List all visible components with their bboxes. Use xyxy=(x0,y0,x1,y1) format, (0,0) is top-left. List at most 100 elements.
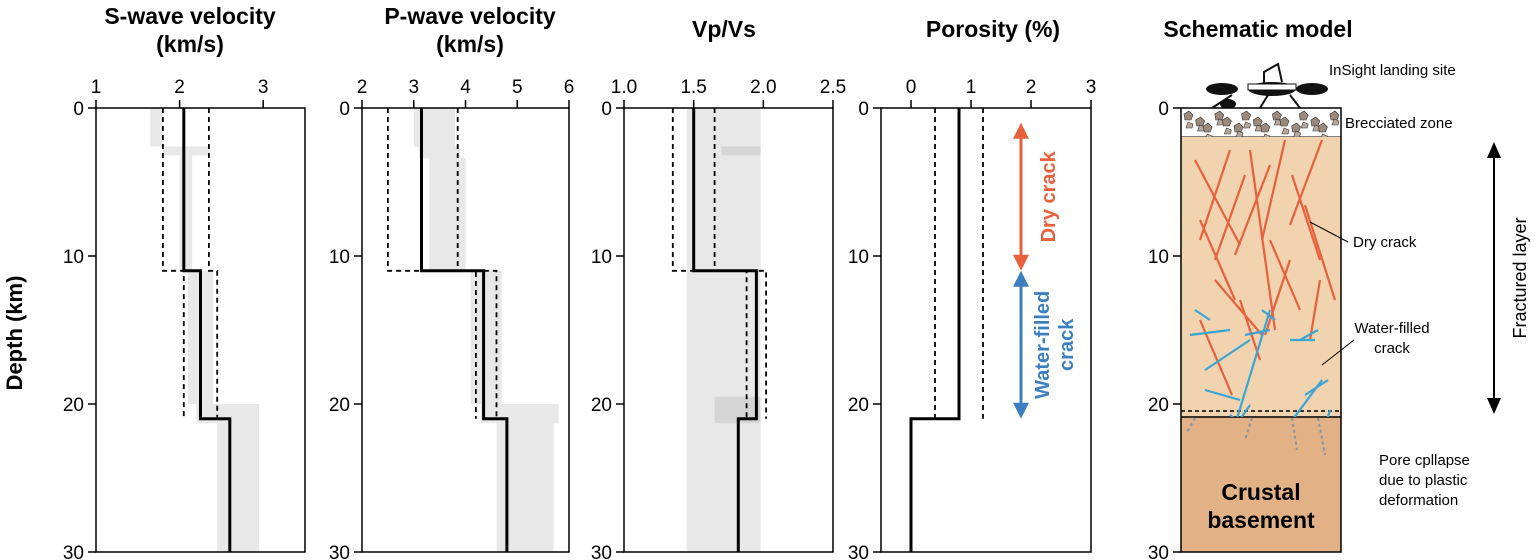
breccia-pebble xyxy=(1241,110,1251,121)
insight-lander-icon xyxy=(1206,62,1328,109)
y-tick-label: 10 xyxy=(591,247,612,268)
x-tick-label: 1.5 xyxy=(680,77,706,98)
water-crack-line xyxy=(1299,329,1319,341)
dry-crack-line xyxy=(1194,159,1241,246)
x-tick-label: 4 xyxy=(460,77,471,98)
y-tick-label: 0 xyxy=(601,99,612,120)
water-crack-label-2: crack xyxy=(1374,340,1410,357)
bound-line-upper-bound xyxy=(207,108,219,419)
schematic-title: Schematic model xyxy=(1163,16,1352,42)
y-tick-label: 0 xyxy=(339,99,350,120)
y-tick-label: 10 xyxy=(63,247,84,268)
x-tick-label: 3 xyxy=(408,77,419,98)
dry-crack-line xyxy=(1214,279,1263,336)
pore-collapse-line xyxy=(1186,417,1196,433)
best-model-line xyxy=(692,108,758,552)
breccia-pebble xyxy=(1185,121,1194,129)
bound-line-upper-bound xyxy=(713,108,767,419)
water-crack-line xyxy=(1204,339,1251,371)
annotation-text-2: crack xyxy=(1056,318,1078,371)
x-tick-label: 1.0 xyxy=(611,77,637,98)
y-tick-label: 30 xyxy=(329,543,350,560)
ensemble-band xyxy=(496,423,554,552)
landing-site-label: InSight landing site xyxy=(1329,62,1456,79)
breccia-pebble xyxy=(1300,121,1309,129)
y-tick-label: 20 xyxy=(329,395,350,416)
crustal-basement-label-2: basement xyxy=(1207,507,1315,533)
breccia-pebble xyxy=(1254,124,1263,132)
y-tick-label: 10 xyxy=(329,247,350,268)
pore-collapse-label-2: due to plastic xyxy=(1379,472,1468,489)
ensemble-band xyxy=(429,158,466,271)
plot-frame xyxy=(95,107,306,553)
chart-title: P-wave velocity xyxy=(384,3,556,29)
y-tick-label: 20 xyxy=(591,395,612,416)
dry-crack-line xyxy=(1233,164,1272,256)
dry-crack-line xyxy=(1308,279,1322,341)
y-tick-label: 20 xyxy=(63,395,84,416)
x-tick-label: 2.0 xyxy=(750,77,776,98)
breccia-pebble xyxy=(1216,118,1225,126)
bound-line-lower-bound xyxy=(386,108,477,419)
breccia-pebble xyxy=(1214,110,1225,121)
x-tick-label: 2 xyxy=(1026,77,1037,98)
water-crack-label-1: Water-filled xyxy=(1354,320,1429,337)
breccia-pebble xyxy=(1243,121,1251,129)
fractured-arrow-head-up xyxy=(1487,142,1501,158)
annotation-text: Dry crack xyxy=(1038,150,1060,242)
chart-title: S-wave velocity xyxy=(104,3,276,29)
plot-frame xyxy=(880,107,1092,553)
y-axis-label: Depth (km) xyxy=(2,276,27,391)
x-tick-label: 3 xyxy=(1086,77,1097,98)
breccia-pebble xyxy=(1312,124,1321,132)
breccia-pebble xyxy=(1298,110,1309,121)
ensemble-band xyxy=(686,108,761,552)
water-crack-line xyxy=(1326,409,1332,417)
schematic-y-tick-label: 0 xyxy=(1158,99,1169,120)
chart-title-units: (km/s) xyxy=(156,31,224,57)
pore-collapse-label-3: deformation xyxy=(1379,492,1458,509)
ensemble-band xyxy=(721,146,761,156)
water-filled-annotation: Water-filled crack xyxy=(1013,270,1078,419)
breccia-pebble xyxy=(1223,127,1232,135)
x-tick-label: 1 xyxy=(91,77,102,98)
pore-collapse-line xyxy=(1243,417,1254,441)
schematic-frame xyxy=(1180,107,1342,553)
dry-crack-line xyxy=(1290,174,1322,261)
dry-crack-line xyxy=(1288,139,1324,226)
dry-crack-line xyxy=(1213,174,1247,261)
breccia-pebble xyxy=(1273,118,1282,126)
water-crack-line xyxy=(1293,379,1323,417)
schematic-y-tick-label: 10 xyxy=(1148,247,1169,268)
water-crack-line xyxy=(1189,328,1231,337)
breccia-pebble xyxy=(1272,110,1282,121)
water-crack-pointer xyxy=(1321,339,1355,366)
bound-line-upper-bound xyxy=(456,108,498,419)
water-crack-line xyxy=(1244,328,1271,337)
breccia-pebble xyxy=(1197,124,1205,132)
x-tick-label: 5 xyxy=(512,77,523,98)
water-crack-line xyxy=(1236,309,1272,417)
fractured-arrow-head-down xyxy=(1487,398,1501,414)
crack-pattern xyxy=(1189,139,1337,417)
bound-line-lower-bound xyxy=(671,108,748,419)
annotation-text-1: Water-filled xyxy=(1032,291,1054,399)
best-model-line xyxy=(420,108,509,552)
x-tick-label: 0 xyxy=(906,77,917,98)
ensemble-band xyxy=(413,108,456,147)
bound-line-lower-bound xyxy=(161,108,185,419)
breccia-pebble xyxy=(1222,116,1232,127)
breccia-pebble xyxy=(1281,127,1290,135)
x-tick-label: 3 xyxy=(258,77,269,98)
chart-panel-2: P-wave velocity(km/s) 2 3 4 5 6 0 10 20 30 xyxy=(329,3,574,560)
crustal-basement-label-1: Crustal xyxy=(1221,479,1300,505)
breccia-pebble xyxy=(1279,116,1290,127)
fractured-layer-label: Fractured layer xyxy=(1510,217,1530,338)
breccia-pebble xyxy=(1318,122,1328,133)
ensemble-band xyxy=(481,404,559,424)
schematic-y-tick-label: 20 xyxy=(1148,395,1169,416)
annotation-arrow-head-down xyxy=(1013,402,1029,419)
chart-panel-3: Vp/Vs 1.0 1.5 2.0 2.5 0 10 20 30 xyxy=(591,16,846,560)
